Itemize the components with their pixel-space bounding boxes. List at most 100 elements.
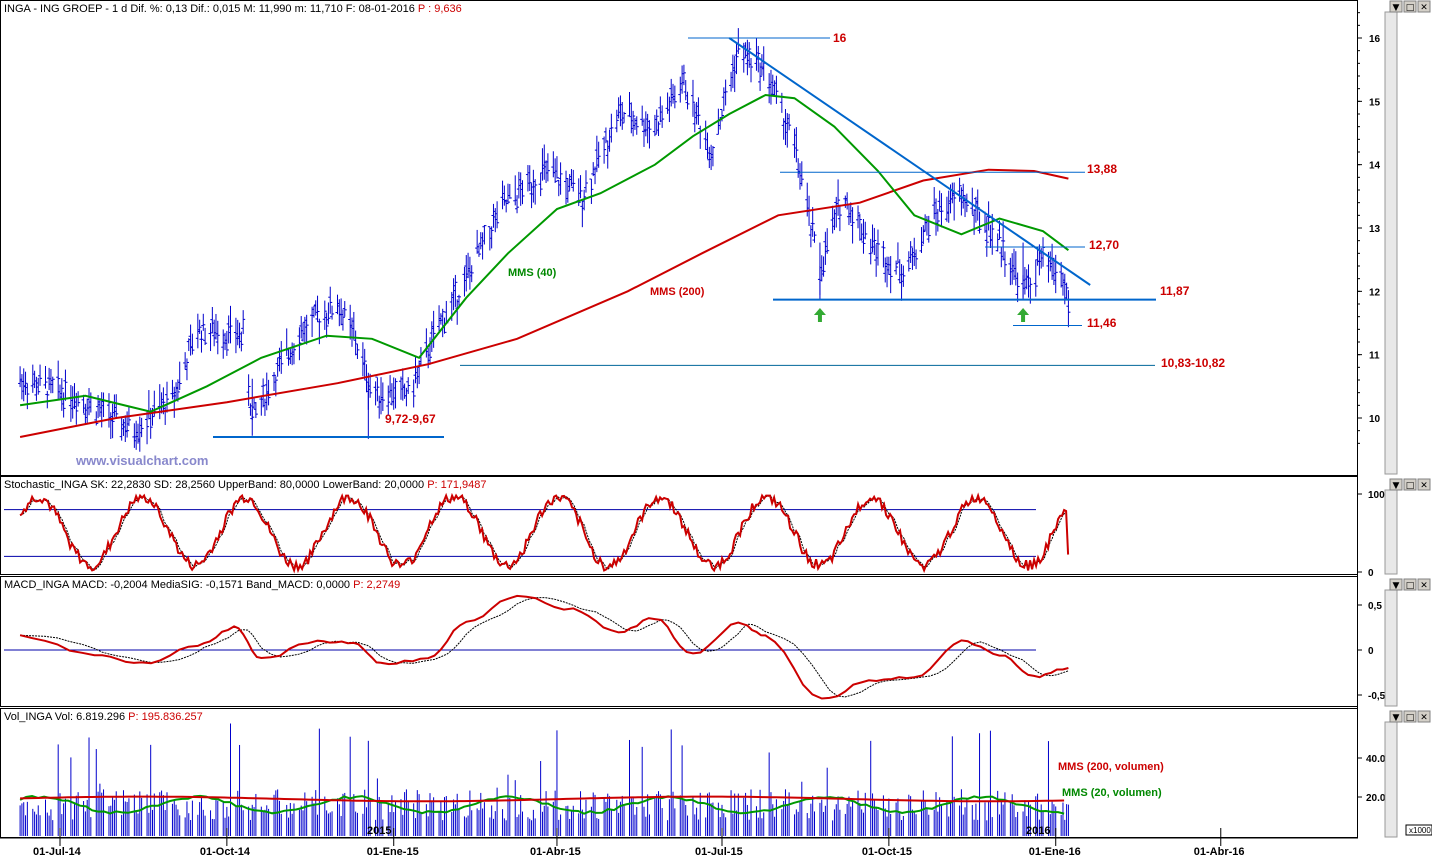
- volume-unit-box: [1405, 824, 1432, 836]
- volume-axis: 40.000 20.000: [1357, 754, 1397, 804]
- date-tick-label: 01-Oct-15: [862, 846, 912, 857]
- level-label-11-46: 11,46: [1087, 316, 1117, 330]
- ma-slow-line: [19, 168, 1069, 438]
- window-controls: ▼ □ ✕ ▼ □ ✕ ▼ □ ✕ ▼ □ ✕: [1389, 0, 1431, 723]
- macd-tick-label: 0: [1368, 646, 1374, 657]
- date-tick-label: 01-Jul-14: [33, 846, 82, 857]
- macd-tick-label: 0,5: [1368, 601, 1382, 612]
- date-tick-label: 01-Ene-16: [1029, 846, 1081, 857]
- price-tick-label: 12: [1369, 287, 1381, 298]
- level-label-12-70: 12,70: [1089, 238, 1119, 252]
- level-label-11-87: 11,87: [1160, 284, 1190, 298]
- minimize-button[interactable]: ▼: [1389, 0, 1403, 13]
- stochastic-header-text: Stochastic_INGA SK: 22,2830 SD: 28,2560 …: [4, 479, 427, 491]
- close-icon: ✕: [1420, 3, 1428, 13]
- maximize-icon: □: [1406, 3, 1415, 13]
- price-header-value: P : 9,636: [418, 3, 462, 15]
- resistance-trendline: [728, 37, 1091, 286]
- stochastic-header-value: P: 171,9487: [427, 479, 486, 491]
- close-icon: ✕: [1420, 481, 1428, 491]
- year-label-2015: 2015: [367, 825, 391, 837]
- close-button[interactable]: ✕: [1417, 710, 1431, 723]
- close-button[interactable]: ✕: [1417, 0, 1431, 13]
- volume-tick-label: 40.000: [1366, 754, 1397, 765]
- maximize-button[interactable]: □: [1403, 0, 1417, 13]
- macd-signal-line: [20, 597, 1069, 698]
- maximize-icon: □: [1406, 713, 1415, 723]
- ma-fast-line: [19, 93, 1069, 413]
- level-label-10-83: 10,83-10,82: [1161, 356, 1225, 370]
- price-tick-label: 13: [1369, 224, 1381, 235]
- level-label-9-72: 9,72-9,67: [385, 412, 436, 426]
- ma-slow-label: MMS (200): [650, 286, 705, 298]
- volume-header-value: P: 195.836.257: [128, 711, 203, 723]
- price-plot: [18, 28, 1156, 452]
- close-button[interactable]: ✕: [1417, 578, 1431, 591]
- support-arrow-icon: [813, 308, 826, 322]
- stochastic-tick-label: 0: [1368, 568, 1374, 579]
- price-panel-header: INGA - ING GROEP - 1 d Dif. %: 0,13 Dif.…: [4, 3, 462, 15]
- volume-header-text: Vol_INGA Vol: 6.819.296: [4, 711, 128, 723]
- ma-fast-label: MMS (40): [508, 267, 557, 279]
- date-tick-label: 01-Ene-15: [367, 846, 419, 857]
- macd-axis: 0,5 0 -0,5: [1357, 601, 1386, 702]
- price-axis: 16 15 14 13 12 11 10: [1357, 12, 1381, 444]
- panel-frames: [0, 0, 1358, 838]
- volume-scrollbar[interactable]: [1384, 721, 1398, 838]
- volume-ma-slow-line: [20, 795, 1065, 803]
- minimize-icon: ▼: [1393, 581, 1400, 591]
- price-tick-label: 14: [1369, 161, 1381, 172]
- volume-bars: [19, 723, 1069, 836]
- maximize-button[interactable]: □: [1403, 578, 1417, 591]
- date-tick-label: 01-Abr-15: [530, 846, 581, 857]
- volume-unit-label: x1000: [1409, 826, 1431, 835]
- maximize-icon: □: [1406, 581, 1415, 591]
- maximize-button[interactable]: □: [1403, 710, 1417, 723]
- date-tick-label: 01-Oct-14: [200, 846, 251, 857]
- volume-panel-header: Vol_INGA Vol: 6.819.296 P: 195.836.257: [4, 711, 203, 723]
- level-label-13-88: 13,88: [1087, 162, 1117, 176]
- close-icon: ✕: [1420, 581, 1428, 591]
- price-scrollbar[interactable]: [1384, 11, 1398, 475]
- price-tick-label: 15: [1369, 97, 1381, 108]
- macd-scrollbar[interactable]: [1384, 589, 1398, 707]
- year-label-2016: 2016: [1026, 825, 1050, 837]
- volume-ma-fast-line: [19, 794, 1065, 815]
- minimize-button[interactable]: ▼: [1389, 578, 1403, 591]
- vol-ma-fast-label: MMS (20, volumen): [1062, 787, 1162, 799]
- maximize-icon: □: [1406, 481, 1415, 491]
- price-tick-label: 16: [1369, 34, 1381, 45]
- macd-line: [19, 594, 1069, 700]
- close-button[interactable]: ✕: [1417, 478, 1431, 491]
- stochastic-sk-line: [19, 492, 1070, 574]
- volume-tick-label: 20.000: [1366, 793, 1397, 804]
- minimize-icon: ▼: [1393, 481, 1400, 491]
- date-tick-label: 01-Abr-16: [1194, 846, 1245, 857]
- watermark: www.visualchart.com: [75, 453, 208, 468]
- macd-panel-header: MACD_INGA MACD: -0,2004 MediaSIG: -0,157…: [4, 579, 400, 591]
- stochastic-axis: 100 0: [1357, 490, 1385, 579]
- minimize-icon: ▼: [1393, 3, 1400, 13]
- macd-tick-label: -0,5: [1368, 691, 1386, 702]
- stochastic-plot: [4, 492, 1070, 574]
- stochastic-scrollbar[interactable]: [1384, 489, 1398, 575]
- minimize-button[interactable]: ▼: [1389, 478, 1403, 491]
- stochastic-sd-line: [19, 494, 1069, 570]
- maximize-button[interactable]: □: [1403, 478, 1417, 491]
- price-tick-label: 11: [1369, 351, 1380, 362]
- price-tick-label: 10: [1369, 414, 1381, 425]
- date-axis: 01-Jul-14 01-Oct-14 01-Ene-15 01-Abr-15 01-J…: [0, 828, 1358, 857]
- stochastic-panel-header: Stochastic_INGA SK: 22,2830 SD: 28,2560 …: [4, 479, 487, 491]
- svg-text:INGA - ING GROEP - 1 d Dif. %:: INGA - ING GROEP - 1 d Dif. %: 0,13 Dif.…: [4, 3, 462, 15]
- macd-header-text: MACD_INGA MACD: -0,2004 MediaSIG: -0,157…: [4, 579, 353, 591]
- macd-plot: [4, 594, 1069, 700]
- minimize-icon: ▼: [1393, 713, 1400, 723]
- support-arrow-icon: [1017, 308, 1030, 322]
- close-icon: ✕: [1420, 713, 1428, 723]
- minimize-button[interactable]: ▼: [1389, 710, 1403, 723]
- vol-ma-slow-label: MMS (200, volumen): [1058, 761, 1164, 773]
- level-label-16: 16: [833, 31, 847, 45]
- stochastic-tick-label: 100: [1368, 490, 1385, 501]
- price-bars: [18, 28, 1071, 452]
